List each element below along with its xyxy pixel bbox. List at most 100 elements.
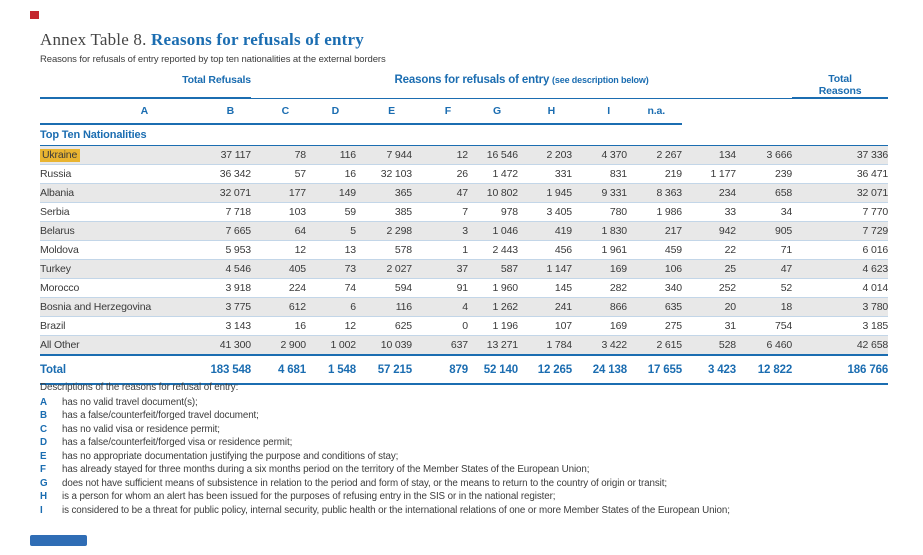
value-cell: 1 945 — [518, 183, 572, 203]
value-cell: 64 — [251, 221, 306, 241]
value-cell: 31 — [682, 316, 736, 336]
value-cell: 587 — [468, 259, 518, 279]
description-text: has no appropriate documentation justify… — [62, 450, 399, 462]
value-cell: 18 — [736, 297, 792, 317]
value-cell: 4 546 — [165, 259, 251, 279]
table-row: Morocco 3 918 224 74 594 91 1 960 145 282 340 252 5… — [40, 278, 888, 298]
value-cell: 134 — [682, 145, 736, 165]
value-cell: 2 615 — [627, 335, 682, 356]
value-cell: 37 117 — [165, 145, 251, 165]
value-cell: 1 046 — [468, 221, 518, 241]
description-text: has a false/counterfeit/forged travel do… — [62, 410, 259, 421]
total-value-cell: 52 140 — [468, 355, 518, 385]
refusals-table: Total Refusals Reasons for refusals of e… — [40, 73, 889, 385]
value-cell: 625 — [356, 316, 412, 336]
value-cell: 10 802 — [468, 183, 518, 203]
nationality-cell: Russia — [40, 164, 165, 184]
value-cell: 2 267 — [627, 145, 682, 165]
value-cell: 3 185 — [792, 316, 888, 336]
column-header-na: n.a. — [627, 98, 682, 125]
value-cell: 7 718 — [165, 202, 251, 222]
value-cell: 1 — [412, 240, 468, 260]
descriptions: Descriptions of the reasons for refusal … — [40, 381, 880, 517]
value-cell: 5 — [306, 221, 356, 241]
value-cell: 33 — [682, 202, 736, 222]
value-cell: 234 — [682, 183, 736, 203]
table-row: Russia 36 342 57 16 32 103 26 1 472 331 831 219 1 … — [40, 164, 888, 184]
value-cell: 1 177 — [682, 164, 736, 184]
table-row: Belarus 7 665 64 5 2 298 3 1 046 419 1 830 217 942… — [40, 221, 888, 241]
value-cell: 169 — [572, 316, 627, 336]
total-value-cell: 183 548 — [165, 355, 251, 385]
value-cell: 905 — [736, 221, 792, 241]
total-value-cell: 4 681 — [251, 355, 306, 385]
value-cell: 47 — [736, 259, 792, 279]
value-cell: 942 — [682, 221, 736, 241]
nationality-cell: Serbia — [40, 202, 165, 222]
value-cell: 978 — [468, 202, 518, 222]
value-cell: 4 014 — [792, 278, 888, 298]
value-cell: 32 071 — [165, 183, 251, 203]
total-value-cell: 879 — [412, 355, 468, 385]
description-text: has no valid travel document(s); — [62, 396, 198, 408]
table-row: Brazil 3 143 16 12 625 0 1 196 107 169 275 31 754 3 … — [40, 316, 888, 336]
value-cell: 73 — [306, 259, 356, 279]
value-cell: 12 — [306, 316, 356, 336]
table-row: All Other 41 300 2 900 1 002 10 039 637 13 271… — [40, 335, 888, 356]
value-cell: 71 — [736, 240, 792, 260]
table-row: Bosnia and Herzegovina 3 775 612 6 116 4 1 262… — [40, 297, 888, 317]
value-cell: 9 331 — [572, 183, 627, 203]
value-cell: 275 — [627, 316, 682, 336]
value-cell: 7 665 — [165, 221, 251, 241]
value-cell: 12 — [251, 240, 306, 260]
value-cell: 635 — [627, 297, 682, 317]
reasons-span-title: Reasons for refusals of entry — [394, 74, 550, 86]
value-cell: 3 780 — [792, 297, 888, 317]
value-cell: 4 — [412, 297, 468, 317]
value-cell: 331 — [518, 164, 572, 184]
descriptions-title: Descriptions of the reasons for refusal … — [40, 382, 239, 393]
nationality-column-header — [40, 74, 165, 99]
value-cell: 37 336 — [792, 145, 888, 165]
value-cell: 107 — [518, 316, 572, 336]
column-header-C: C — [251, 98, 306, 125]
description-code: I — [40, 504, 43, 516]
total-row-label: Total — [40, 355, 165, 385]
value-cell: 405 — [251, 259, 306, 279]
nationality-cell: Morocco — [40, 278, 165, 298]
section-header-row: Top Ten Nationalities — [40, 124, 889, 146]
table-row: Ukraine 37 117 78 116 7 944 12 16 546 2 203 4 37… — [40, 145, 888, 165]
value-cell: 116 — [306, 145, 356, 165]
value-cell: 16 — [306, 164, 356, 184]
total-value-cell: 57 215 — [356, 355, 412, 385]
value-cell: 0 — [412, 316, 468, 336]
value-cell: 59 — [306, 202, 356, 222]
value-cell: 32 071 — [792, 183, 888, 203]
value-cell: 2 027 — [356, 259, 412, 279]
total-value-cell: 24 138 — [572, 355, 627, 385]
reasons-span-header: Reasons for refusals of entry (see descr… — [251, 74, 793, 99]
value-cell: 36 471 — [792, 164, 888, 184]
column-header-E: E — [356, 98, 412, 125]
value-cell: 224 — [251, 278, 306, 298]
value-cell: 7 770 — [792, 202, 888, 222]
value-cell: 637 — [412, 335, 468, 356]
value-cell: 47 — [412, 183, 468, 203]
value-cell: 3 422 — [572, 335, 627, 356]
value-cell: 419 — [518, 221, 572, 241]
value-cell: 145 — [518, 278, 572, 298]
table-row: Serbia 7 718 103 59 385 7 978 3 405 780 1 986 33 34… — [40, 202, 888, 222]
value-cell: 13 271 — [468, 335, 518, 356]
value-cell: 42 658 — [792, 335, 888, 356]
nationality-cell: Ukraine — [40, 145, 165, 165]
value-cell: 16 546 — [468, 145, 518, 165]
value-cell: 3 — [412, 221, 468, 241]
column-header-I: I — [572, 98, 627, 125]
value-cell: 1 262 — [468, 297, 518, 317]
value-cell: 4 370 — [572, 145, 627, 165]
value-cell: 528 — [682, 335, 736, 356]
description-code: E — [40, 450, 47, 462]
